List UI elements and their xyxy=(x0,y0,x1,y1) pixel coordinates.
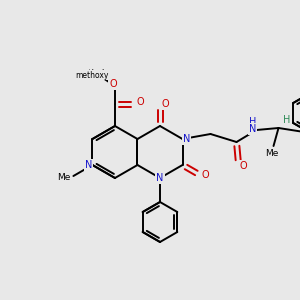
Text: Me: Me xyxy=(57,172,70,182)
Text: O: O xyxy=(161,99,169,109)
Text: N: N xyxy=(183,134,190,144)
Text: methyl: methyl xyxy=(75,70,105,79)
Text: N: N xyxy=(85,160,92,170)
Text: methoxy: methoxy xyxy=(75,70,109,80)
Text: O: O xyxy=(136,97,144,107)
Text: H: H xyxy=(283,115,290,125)
Text: H: H xyxy=(249,117,256,127)
Text: N: N xyxy=(249,124,256,134)
Text: O: O xyxy=(201,170,208,180)
Text: O: O xyxy=(109,79,117,89)
Text: Me: Me xyxy=(265,149,278,158)
Text: O: O xyxy=(240,161,247,171)
Text: N: N xyxy=(156,173,164,183)
